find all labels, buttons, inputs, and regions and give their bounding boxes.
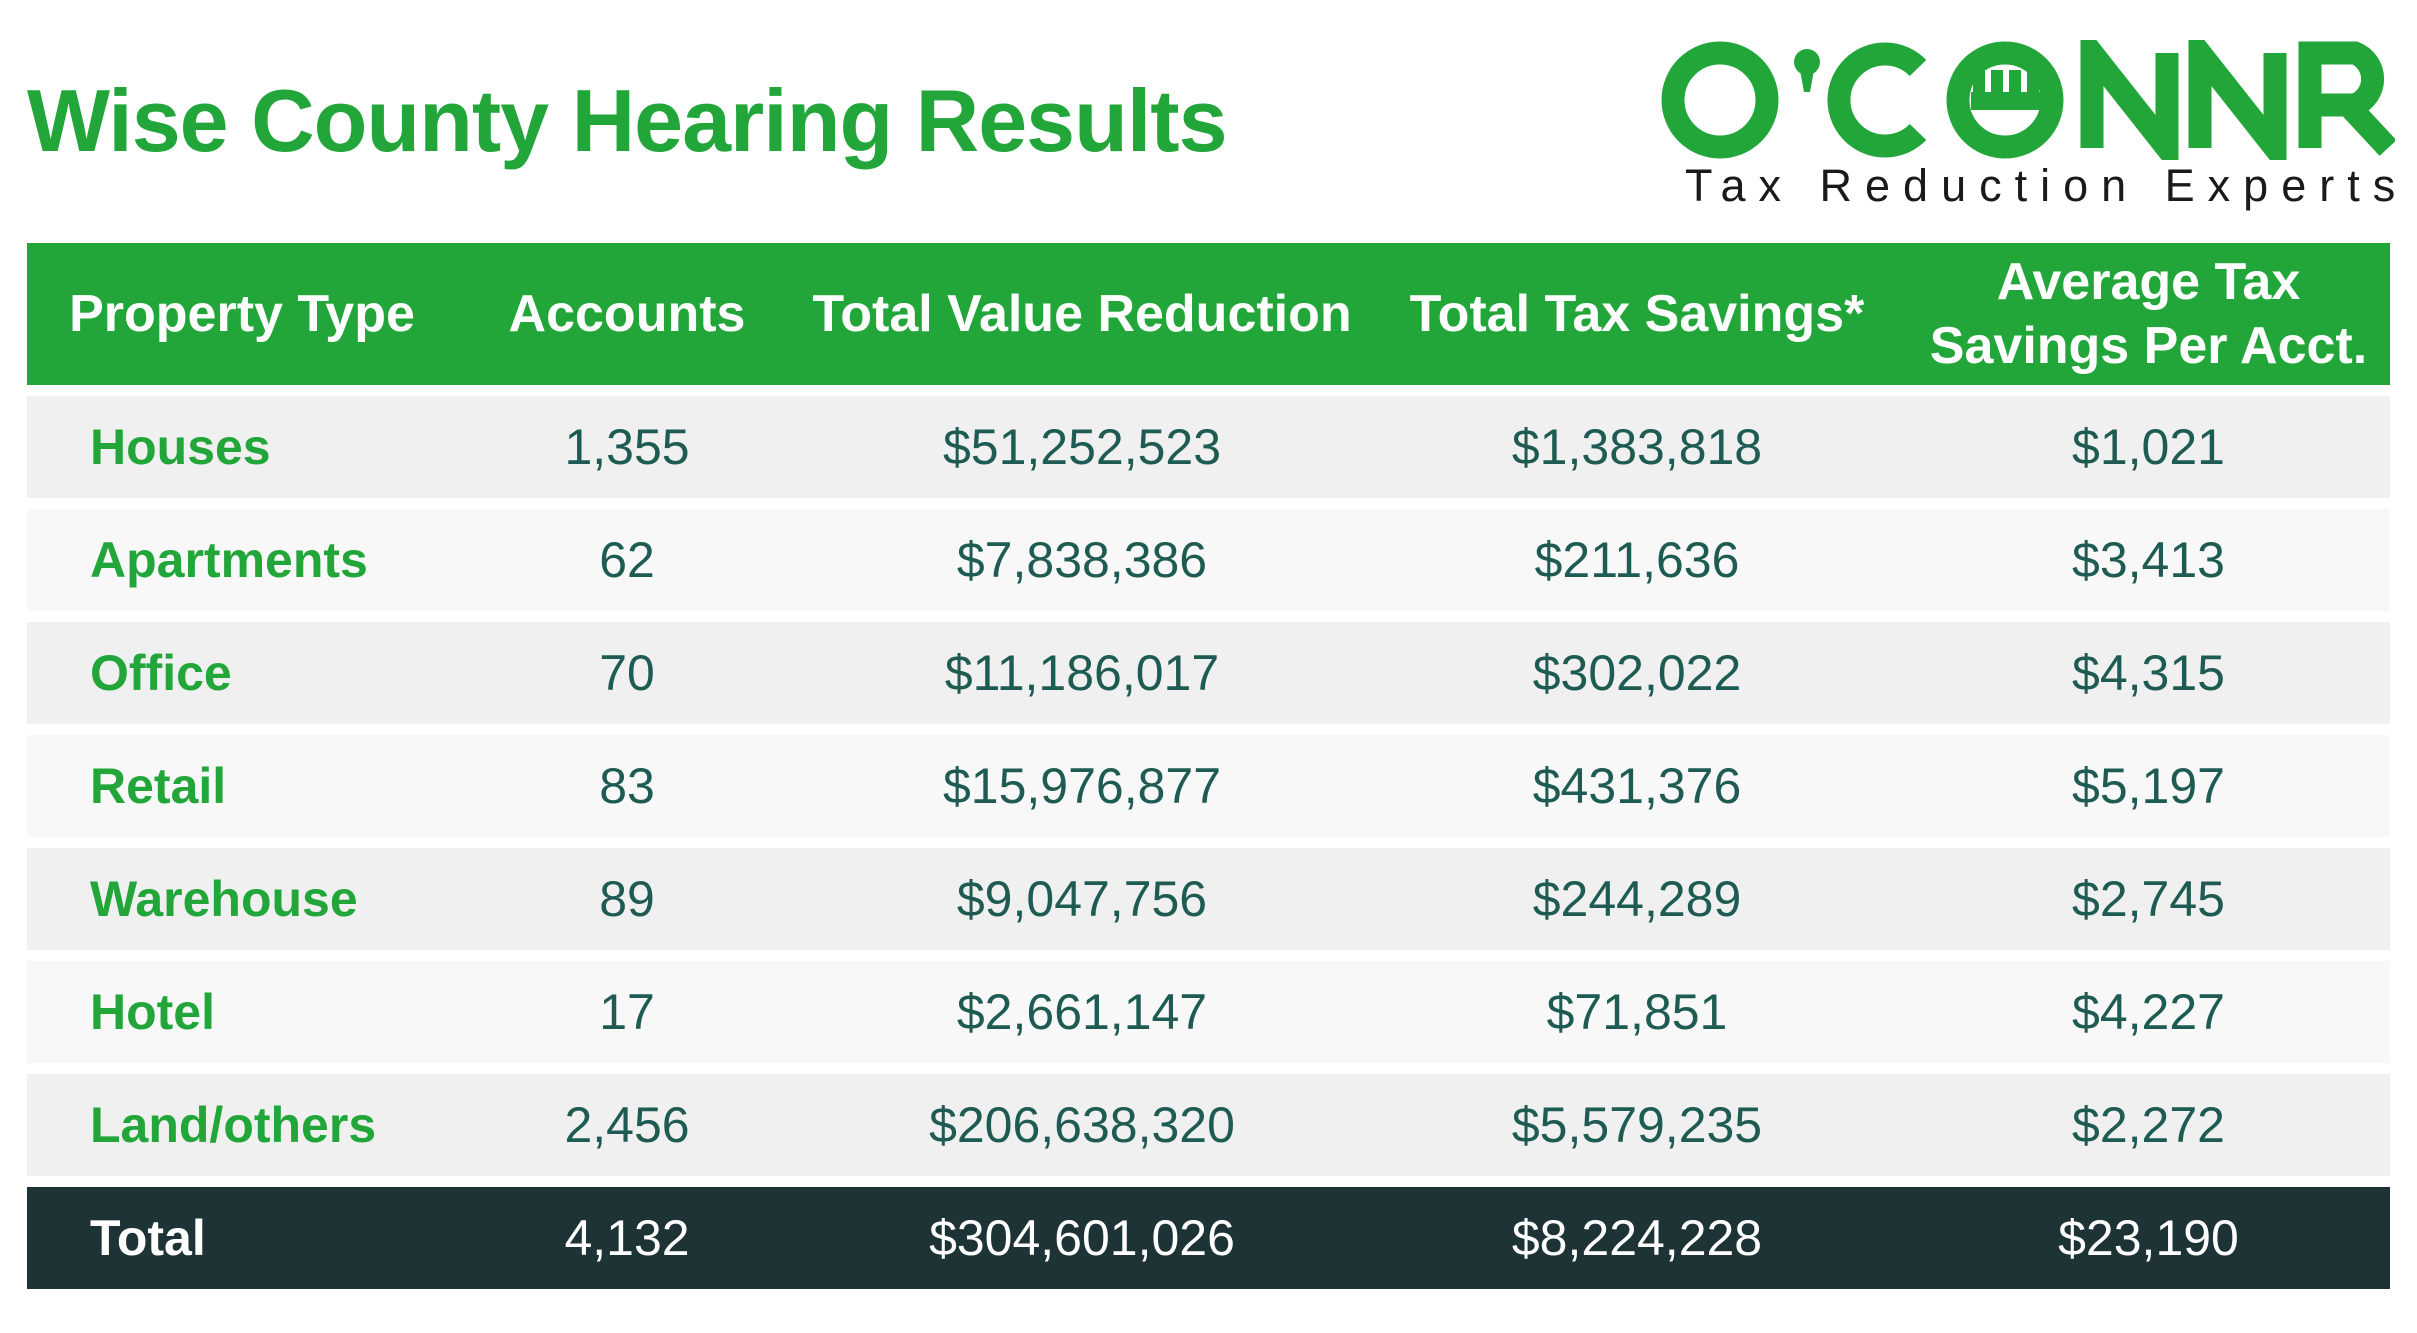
avg-savings-cell: $5,197 — [2072, 758, 2225, 814]
accounts-cell: 2,456 — [564, 1097, 690, 1153]
table-row: Houses 1,355 $51,252,523 $1,383,818 $1,0… — [27, 396, 2390, 498]
property-type-cell: Apartments — [90, 532, 368, 588]
header-average-tax-line2: Savings Per Acct. — [1929, 317, 2368, 375]
accounts-cell: 17 — [599, 984, 655, 1040]
hearing-results-table: Property Type Accounts Total Value Reduc… — [27, 243, 2390, 1289]
oconnor-wordmark-logo — [1661, 40, 2395, 160]
accounts-cell: 62 — [599, 532, 655, 588]
property-type-cell: Office — [90, 645, 232, 701]
accounts-cell: 89 — [599, 871, 655, 927]
table-row: Retail 83 $15,976,877 $431,376 $5,197 — [27, 735, 2390, 837]
avg-savings-cell: $4,227 — [2072, 984, 2225, 1040]
table-row: Warehouse 89 $9,047,756 $244,289 $2,745 — [27, 848, 2390, 950]
logo-tagline: Tax Reduction Experts — [1685, 160, 2409, 211]
property-type-cell: Hotel — [90, 984, 215, 1040]
tax-savings-cell: $302,022 — [1532, 645, 1742, 701]
header-total-value-reduction: Total Value Reduction — [812, 285, 1352, 343]
header-property-type: Property Type — [69, 285, 415, 343]
total-tax-savings: $8,224,228 — [1511, 1210, 1763, 1266]
total-accounts: 4,132 — [564, 1210, 690, 1266]
value-reduction-cell: $15,976,877 — [942, 758, 1222, 814]
oconnor-logo: Tax Reduction Experts — [1660, 40, 2400, 215]
accounts-cell: 1,355 — [564, 419, 690, 475]
header-accounts: Accounts — [508, 285, 746, 343]
header-average-tax-savings: Average Tax Savings Per Acct. — [1907, 250, 2390, 378]
avg-savings-cell: $4,315 — [2072, 645, 2225, 701]
property-type-cell: Retail — [90, 758, 227, 814]
accounts-cell: 83 — [599, 758, 655, 814]
value-reduction-cell: $11,186,017 — [944, 645, 1220, 701]
table-row: Office 70 $11,186,017 $302,022 $4,315 — [27, 622, 2390, 724]
property-type-cell: Houses — [90, 419, 271, 475]
avg-savings-cell: $1,021 — [2072, 419, 2225, 475]
table-header-row: Property Type Accounts Total Value Reduc… — [27, 243, 2390, 385]
value-reduction-cell: $206,638,320 — [929, 1097, 1235, 1153]
property-type-cell: Warehouse — [90, 871, 358, 927]
header-total-tax-savings: Total Tax Savings* — [1409, 285, 1865, 343]
total-value-reduction: $304,601,026 — [929, 1210, 1235, 1266]
table-row: Hotel 17 $2,661,147 $71,851 $4,227 — [27, 961, 2390, 1063]
total-avg-savings: $23,190 — [2058, 1210, 2239, 1266]
tax-savings-cell: $431,376 — [1532, 758, 1742, 814]
total-label: Total — [90, 1210, 206, 1266]
avg-savings-cell: $3,413 — [2072, 532, 2225, 588]
value-reduction-cell: $2,661,147 — [956, 984, 1208, 1040]
value-reduction-cell: $7,838,386 — [956, 532, 1208, 588]
table-row: Land/others 2,456 $206,638,320 $5,579,23… — [27, 1074, 2390, 1176]
value-reduction-cell: $9,047,756 — [956, 871, 1208, 927]
tax-savings-cell: $71,851 — [1546, 984, 1728, 1040]
accounts-cell: 70 — [599, 645, 655, 701]
avg-savings-cell: $2,745 — [2072, 871, 2225, 927]
header-average-tax-line1: Average Tax — [1996, 253, 2301, 311]
tax-savings-cell: $1,383,818 — [1511, 419, 1763, 475]
page-title: Wise County Hearing Results — [27, 71, 1228, 170]
tax-savings-cell: $211,636 — [1534, 532, 1740, 588]
property-type-cell: Land/others — [90, 1097, 377, 1153]
tax-savings-cell: $5,579,235 — [1511, 1097, 1763, 1153]
avg-savings-cell: $2,272 — [2072, 1097, 2225, 1153]
table-total-row: Total 4,132 $304,601,026 $8,224,228 $23,… — [27, 1187, 2390, 1289]
value-reduction-cell: $51,252,523 — [942, 419, 1222, 475]
tax-savings-cell: $244,289 — [1532, 871, 1742, 927]
table-row: Apartments 62 $7,838,386 $211,636 $3,413 — [27, 509, 2390, 611]
